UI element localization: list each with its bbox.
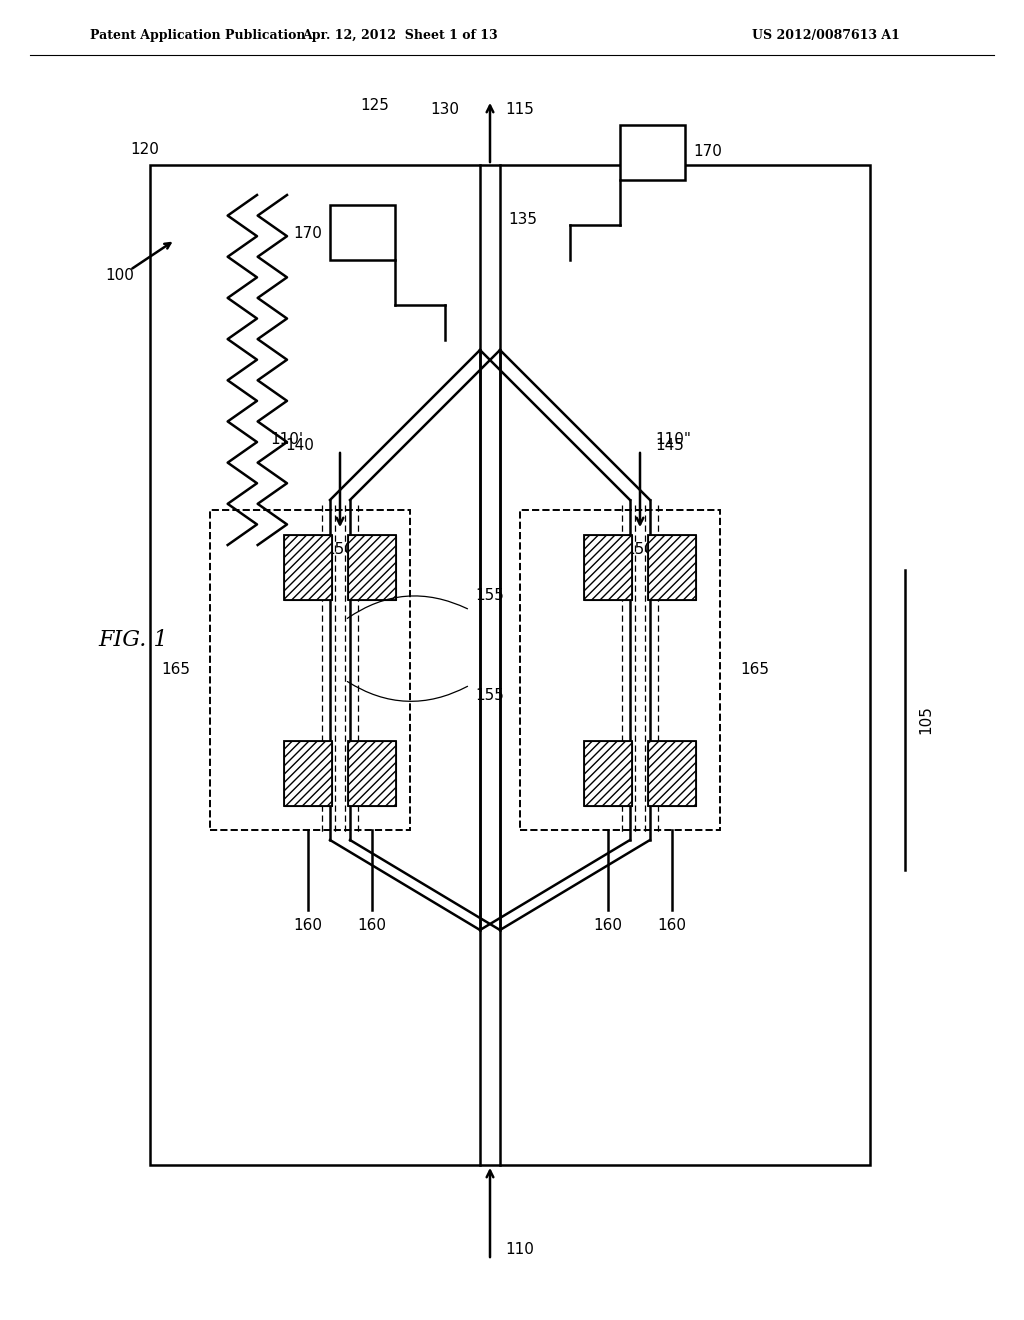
Text: 115: 115 <box>505 103 534 117</box>
Text: 105: 105 <box>918 706 933 734</box>
Text: US 2012/0087613 A1: US 2012/0087613 A1 <box>752 29 900 41</box>
Text: 125: 125 <box>360 98 389 112</box>
Text: FIG. 1: FIG. 1 <box>98 630 168 651</box>
Text: 140: 140 <box>285 437 314 453</box>
Text: 155: 155 <box>475 688 504 702</box>
Text: 170: 170 <box>293 226 322 240</box>
Text: 130: 130 <box>430 103 459 117</box>
Bar <box>648 741 696 805</box>
Text: 165: 165 <box>161 663 190 677</box>
Text: 110": 110" <box>655 433 691 447</box>
Text: 110': 110' <box>270 433 303 447</box>
Text: Apr. 12, 2012  Sheet 1 of 13: Apr. 12, 2012 Sheet 1 of 13 <box>302 29 498 41</box>
Text: 100: 100 <box>105 268 134 282</box>
Text: 150: 150 <box>625 543 654 557</box>
Bar <box>210 510 410 830</box>
Text: 160: 160 <box>294 917 323 932</box>
Bar <box>520 510 720 830</box>
Bar <box>150 165 870 1166</box>
Bar <box>284 741 332 805</box>
Bar <box>584 741 632 805</box>
Bar <box>648 535 696 599</box>
Text: 170: 170 <box>693 144 722 160</box>
Text: 160: 160 <box>594 917 623 932</box>
Text: 145: 145 <box>655 437 684 453</box>
Bar <box>620 125 685 180</box>
Bar <box>330 205 395 260</box>
Text: 155: 155 <box>475 587 504 602</box>
Text: Patent Application Publication: Patent Application Publication <box>90 29 305 41</box>
Text: 120: 120 <box>130 143 159 157</box>
Bar <box>584 535 632 599</box>
Text: 160: 160 <box>657 917 686 932</box>
Text: 110: 110 <box>505 1242 534 1258</box>
Bar <box>348 535 396 599</box>
Bar <box>284 535 332 599</box>
Bar <box>348 741 396 805</box>
Text: 135: 135 <box>508 213 537 227</box>
Text: 150: 150 <box>325 543 354 557</box>
Text: 165: 165 <box>740 663 769 677</box>
Text: 160: 160 <box>357 917 386 932</box>
